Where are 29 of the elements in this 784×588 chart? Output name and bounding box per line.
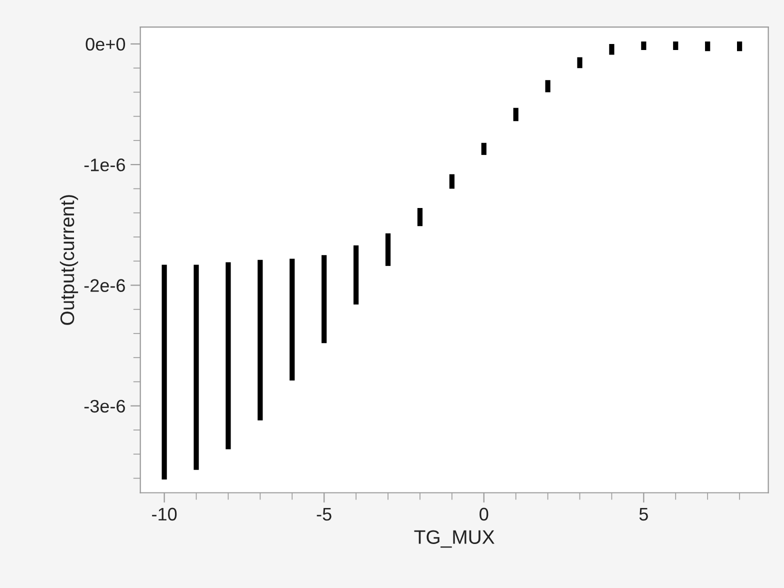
- bar: [258, 260, 263, 420]
- bar: [577, 57, 582, 68]
- bar: [545, 80, 550, 92]
- bar: [290, 258, 295, 381]
- y-tick-label: -1e-6: [84, 158, 125, 172]
- bar: [641, 42, 646, 50]
- y-tick-label: -2e-6: [84, 279, 125, 292]
- bar: [162, 264, 167, 480]
- y-tick-label: -3e-6: [84, 400, 125, 413]
- bar: [226, 262, 231, 450]
- bar: [737, 42, 742, 52]
- bar: [513, 108, 518, 122]
- bar: [194, 264, 199, 470]
- bar: [673, 42, 678, 50]
- x-tick-label: -5: [316, 508, 332, 521]
- bar: [609, 44, 614, 55]
- x-axis-title: TG_MUX: [414, 530, 494, 548]
- bar: [322, 255, 327, 344]
- x-tick-label: 5: [639, 508, 648, 521]
- x-tick-label: -10: [152, 508, 177, 521]
- bar: [385, 233, 391, 266]
- bar: [417, 208, 423, 226]
- bar: [481, 142, 486, 155]
- bar: [705, 42, 710, 52]
- y-tick-label: 0e+0: [86, 38, 126, 51]
- bar: [449, 174, 454, 189]
- x-tick-label: 0: [480, 508, 488, 521]
- y-axis-title: Output(current): [60, 195, 78, 325]
- bar: [354, 245, 359, 305]
